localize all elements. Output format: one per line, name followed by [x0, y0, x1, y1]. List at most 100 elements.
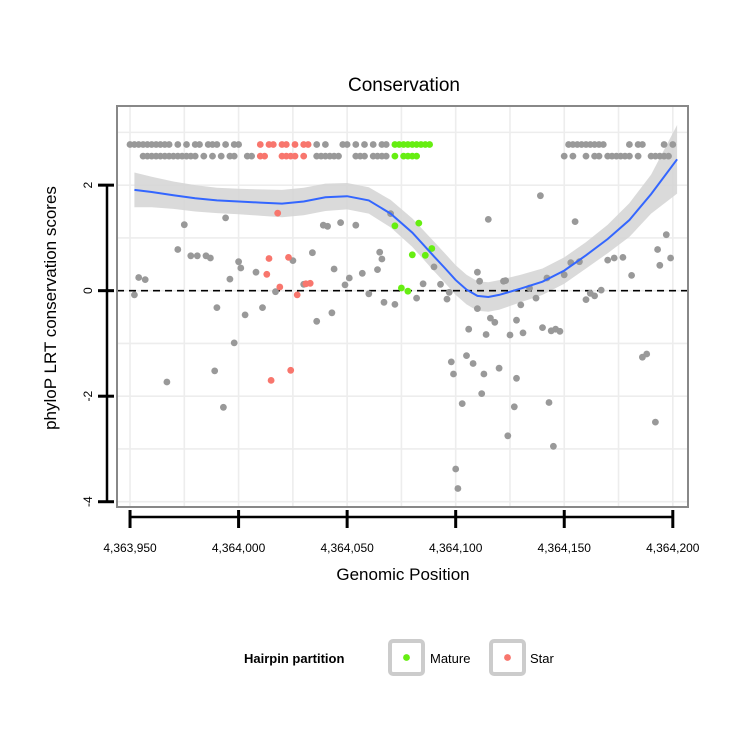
point-other — [141, 276, 149, 283]
point-other — [480, 370, 488, 378]
point-mature — [391, 222, 399, 230]
point-star — [306, 279, 314, 287]
point-other — [443, 295, 451, 303]
band-point-star — [300, 152, 308, 160]
point-other — [352, 221, 360, 229]
point-other — [491, 318, 499, 326]
point-other — [482, 331, 490, 338]
point-mature — [415, 219, 423, 227]
point-other — [484, 216, 492, 223]
point-other — [378, 255, 386, 263]
band-point-other — [361, 152, 368, 160]
band-point-other — [369, 141, 377, 148]
point-other — [452, 465, 460, 473]
band-point-star — [282, 141, 290, 148]
point-other — [309, 249, 316, 257]
band-point-other — [200, 152, 208, 160]
band-point-other — [196, 141, 203, 148]
y-tick-label: -4 — [81, 496, 95, 507]
point-other — [556, 327, 564, 335]
point-other — [560, 271, 568, 279]
point-other — [391, 301, 399, 308]
legend-title: Hairpin partition — [244, 651, 344, 666]
point-other — [365, 290, 373, 298]
point-other — [463, 352, 470, 359]
point-other — [537, 192, 544, 200]
point-other — [230, 339, 238, 347]
point-other — [237, 264, 245, 272]
band-point-other — [595, 152, 603, 160]
legend: Hairpin partition Mature Star — [244, 639, 555, 676]
point-other — [545, 399, 553, 406]
band-point-other — [352, 141, 360, 148]
band-point-mature — [413, 152, 420, 160]
point-other — [430, 263, 438, 271]
band-point-other — [230, 152, 238, 160]
band-point-star — [269, 141, 277, 148]
band-point-other — [660, 141, 668, 148]
point-other — [487, 314, 494, 322]
band-point-other — [569, 152, 577, 160]
point-other — [654, 246, 661, 253]
band-point-other — [209, 152, 216, 160]
band-point-other — [174, 141, 182, 148]
point-star — [287, 366, 295, 374]
chart-title: Conservation — [348, 75, 460, 96]
band-point-other — [165, 141, 173, 148]
x-tick-label: 4,364,100 — [429, 541, 483, 555]
point-other — [241, 311, 249, 319]
point-other — [517, 301, 525, 309]
point-other — [519, 329, 527, 337]
band-point-other — [634, 152, 642, 160]
point-other — [374, 266, 381, 273]
band-point-other — [217, 152, 225, 160]
band-point-star — [256, 141, 264, 148]
band-point-star — [304, 141, 312, 148]
y-tick-label: 0 — [81, 287, 95, 294]
data-points — [126, 141, 677, 492]
point-other — [358, 269, 366, 277]
band-point-other — [183, 141, 190, 148]
smooth-trend-line — [134, 158, 678, 299]
band-point-other — [669, 141, 677, 148]
band-point-other — [322, 141, 329, 148]
point-star — [285, 254, 292, 261]
x-axis: 4,363,950 4,364,000 4,364,050 4,364,100 4,36… — [103, 510, 700, 555]
point-other — [163, 378, 171, 386]
band-point-other — [248, 152, 256, 160]
point-other — [445, 288, 453, 296]
point-other — [180, 221, 188, 229]
point-other — [376, 248, 384, 256]
band-point-other — [235, 141, 243, 148]
point-other — [504, 432, 512, 440]
band-point-other — [599, 141, 607, 148]
point-other — [478, 390, 486, 397]
legend-item-mature: Mature — [388, 639, 470, 676]
point-star — [276, 283, 284, 291]
point-other — [135, 274, 143, 281]
band-point-other — [343, 141, 351, 148]
legend-item-star: Star — [489, 639, 555, 676]
point-other — [252, 268, 260, 276]
point-other — [330, 265, 338, 273]
band-point-other — [382, 152, 390, 160]
band-point-other — [582, 152, 590, 160]
point-other — [619, 254, 627, 261]
point-star — [267, 377, 275, 384]
point-other — [222, 214, 230, 222]
point-other — [506, 331, 514, 339]
point-other — [652, 418, 659, 426]
point-other — [591, 292, 598, 300]
y-axis-title: phyloP LRT conservation scores — [41, 186, 60, 430]
point-other — [324, 222, 331, 230]
point-other — [450, 370, 457, 378]
point-other — [495, 364, 503, 372]
band-point-other — [222, 141, 230, 148]
point-mature — [428, 245, 436, 252]
legend-label-star: Star — [530, 651, 555, 666]
plot-panel-border — [116, 105, 689, 508]
point-other — [469, 360, 477, 367]
band-point-other — [335, 152, 342, 160]
point-other — [582, 296, 590, 303]
legend-dot-star — [504, 654, 511, 661]
